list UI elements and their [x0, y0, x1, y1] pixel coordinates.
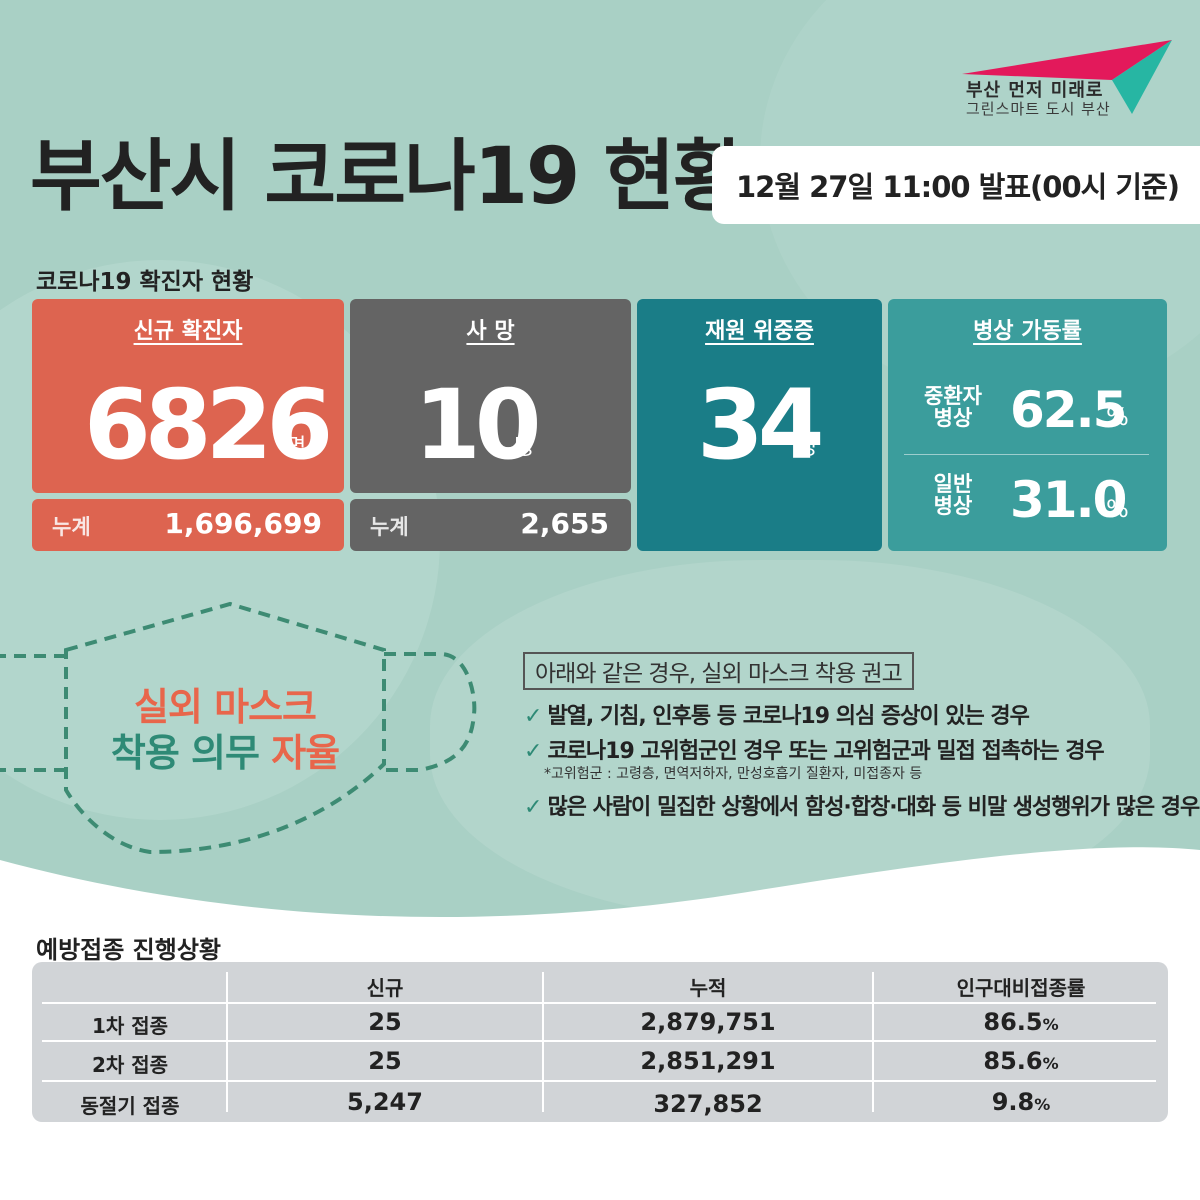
- deaths-total-value: 2,655: [520, 507, 609, 540]
- check-mark-icon: ✓: [524, 795, 542, 820]
- logo-subtitle: 그린스마트 도시 부산: [966, 100, 1111, 118]
- bed-occupancy-card: 병상 가동률 중환자 병상 62.5 % 일반 병상 31.0 %: [888, 299, 1167, 551]
- vaccination-table: 신규 누적 인구대비접종률 1차 접종 25 2,879,751 86.5% 2…: [32, 962, 1168, 1122]
- bed-occupancy-title: 병상 가동률: [973, 319, 1082, 344]
- mask-text-line1: 실외 마스크: [133, 685, 317, 729]
- new-cases-unit: 명: [286, 435, 307, 460]
- date-badge: 12월 27일 11:00 발표(00시 기준): [712, 146, 1200, 224]
- logo-slogan: 부산 먼저 미래로: [966, 80, 1104, 101]
- critical-title: 재원 위중증: [705, 319, 814, 344]
- recommend-item: ✓ 많은 사람이 밀집한 상황에서 함성·합창·대화 등 비말 생성행위가 많은 …: [524, 789, 1200, 821]
- table-divider: [542, 972, 544, 1112]
- winter-new: 5,247: [347, 1088, 423, 1116]
- row-label-dose2: 2차 접종: [91, 1053, 169, 1077]
- row-label-dose1: 1차 접종: [91, 1014, 169, 1038]
- deaths-unit: 명: [514, 435, 535, 460]
- high-risk-note: *고위험군 : 고령층, 면역저하자, 만성호흡기 질환자, 미접종자 등: [544, 766, 923, 782]
- bed-divider: [904, 454, 1149, 455]
- general-bed-value: 31.0: [1010, 471, 1127, 529]
- table-row-divider: [42, 1040, 1156, 1042]
- page-title: 부산시 코로나19 현황: [30, 132, 745, 222]
- mask-text-line2: 착용 의무 자율: [0, 722, 450, 777]
- dose2-total: 2,851,291: [640, 1047, 776, 1075]
- dose1-total: 2,879,751: [640, 1008, 776, 1036]
- deaths-card: 사 망 10 명: [350, 299, 631, 493]
- check-mark-icon: ✓: [524, 739, 542, 764]
- announcement-date: 12월 27일 11:00 발표(00시 기준): [736, 170, 1180, 204]
- column-header-new: 신규: [366, 976, 404, 1000]
- icu-bed-unit: %: [1106, 403, 1129, 431]
- confirmed-section-label: 코로나19 확진자 현황: [36, 269, 254, 295]
- recommend-item-text: 발열, 기침, 인후통 등 코로나19 의심 증상이 있는 경우: [547, 704, 1029, 729]
- dose2-rate-unit: %: [1042, 1054, 1059, 1073]
- deaths-total-label: 누계: [370, 515, 409, 539]
- table-divider: [226, 972, 228, 1112]
- row-label-winter: 동절기 접종: [80, 1094, 180, 1118]
- recommend-item: ✓ 코로나19 고위험군인 경우 또는 고위험군과 밀접 접촉하는 경우: [524, 733, 1105, 765]
- critical-value: 34: [697, 369, 825, 481]
- new-cases-title: 신규 확진자: [133, 319, 243, 344]
- new-cases-value: 6826: [84, 369, 333, 481]
- icu-bed-label: 중환자 병상: [918, 385, 988, 429]
- icu-bed-label-line2: 병상: [933, 406, 973, 431]
- table-row-divider: [42, 1002, 1156, 1004]
- dose2-rate: 85.6%: [874, 1047, 1168, 1075]
- general-bed-label: 일반 병상: [918, 473, 988, 517]
- recommend-item-text: 많은 사람이 밀집한 상황에서 함성·합창·대화 등 비말 생성행위가 많은 경…: [547, 795, 1200, 820]
- critical-card: 재원 위중증 34 명: [637, 299, 882, 551]
- recommend-header: 아래와 같은 경우, 실외 마스크 착용 권고: [523, 652, 914, 690]
- dose1-new: 25: [368, 1008, 402, 1036]
- winter-total: 327,852: [653, 1090, 763, 1118]
- critical-unit: 명: [797, 435, 818, 460]
- deaths-value: 10: [414, 369, 542, 481]
- recommend-item-text: 코로나19 고위험군인 경우 또는 고위험군과 밀접 접촉하는 경우: [547, 739, 1104, 764]
- table-row-divider: [42, 1080, 1156, 1082]
- deaths-total-bar: 누계 2,655: [350, 499, 631, 551]
- new-cases-total-label: 누계: [52, 515, 91, 539]
- icu-bed-value: 62.5: [1010, 381, 1127, 439]
- deaths-title: 사 망: [466, 319, 515, 344]
- icu-bed-label-line1: 중환자: [924, 384, 982, 408]
- check-mark-icon: ✓: [524, 704, 542, 729]
- dose1-rate-unit: %: [1042, 1015, 1059, 1034]
- general-bed-label-line2: 병상: [933, 494, 973, 519]
- new-cases-total-bar: 누계 1,696,699: [32, 499, 344, 551]
- mask-outline-icon: [0, 601, 477, 855]
- table-divider: [872, 972, 874, 1112]
- general-bed-label-line1: 일반: [933, 472, 973, 496]
- dose2-rate-value: 85.6: [983, 1047, 1043, 1075]
- dose2-new: 25: [368, 1047, 402, 1075]
- mask-text-part1: 착용 의무: [110, 731, 272, 775]
- winter-rate-value: 9.8: [991, 1088, 1035, 1116]
- column-header-total: 누적: [689, 976, 727, 1000]
- dose1-rate: 86.5%: [874, 1008, 1168, 1036]
- recommend-item: ✓ 발열, 기침, 인후통 등 코로나19 의심 증상이 있는 경우: [524, 698, 1030, 730]
- vaccination-section-label: 예방접종 진행상황: [36, 936, 221, 964]
- mask-text-highlight: 자율: [271, 731, 340, 775]
- winter-rate-unit: %: [1034, 1095, 1051, 1114]
- new-cases-card: 신규 확진자 6826 명: [32, 299, 344, 493]
- winter-rate: 9.8%: [874, 1088, 1168, 1116]
- busan-logo-icon: [962, 40, 1172, 114]
- general-bed-unit: %: [1106, 495, 1129, 523]
- dose1-rate-value: 86.5: [983, 1008, 1043, 1036]
- column-header-rate: 인구대비접종률: [956, 976, 1086, 1000]
- new-cases-total-value: 1,696,699: [164, 507, 322, 540]
